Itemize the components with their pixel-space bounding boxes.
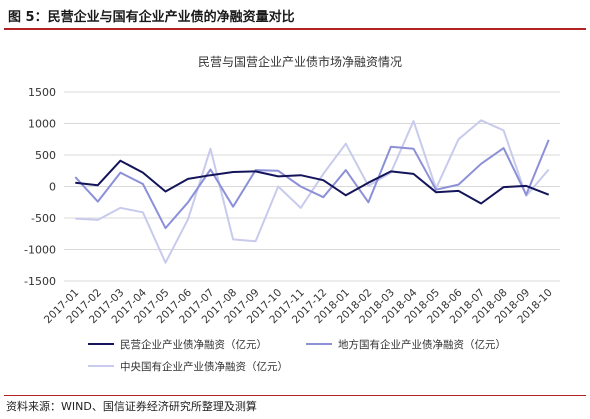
footer-rule [4,395,586,396]
legend: 民营企业产业债净融资（亿元） 地方国有企业产业债净融资（亿元） 中央国有企业产业债净… [88,338,506,373]
series-line-1 [75,159,550,205]
chart-title: 民营与国营企业产业债市场净融资情况 [198,54,402,69]
y-tick-label: 0 [49,181,56,194]
y-tick-label: 500 [35,149,56,162]
legend-label-3: 中央国有企业产业债净融资（亿元） [120,360,288,373]
series-lines [74,119,550,264]
figure-title: 图 5：民营企业与国有企业产业债的净融资量对比 [8,10,295,25]
y-tick-label: 1000 [28,118,56,131]
y-axis-ticks: -1500 -1000 -500 0 500 1000 1500 [24,86,56,288]
legend-label-2: 地方国有企业产业债净融资（亿元） [338,338,506,351]
y-tick-label: -500 [31,212,56,225]
figure-header: 图 5：民营企业与国有企业产业债的净融资量对比 [4,2,586,30]
x-axis-ticks: 2017-012017-022017-032017-042017-052017-… [42,286,555,326]
y-tick-label: -1000 [24,244,56,257]
gridlines [64,91,560,282]
y-tick-label: 1500 [28,86,56,99]
legend-label-1: 民营企业产业债净融资（亿元） [120,338,267,351]
y-tick-label: -1500 [24,275,56,288]
source-note: 资料来源：WIND、国信证券经济研究所整理及测算 [6,400,257,413]
chart-container: 民营与国营企业产业债市场净融资情况 -1500 -1000 -500 0 500 1000… [0,32,590,394]
series-line-2 [74,139,550,230]
line-chart: 民营与国营企业产业债市场净融资情况 -1500 -1000 -500 0 500 1000… [24,54,560,373]
